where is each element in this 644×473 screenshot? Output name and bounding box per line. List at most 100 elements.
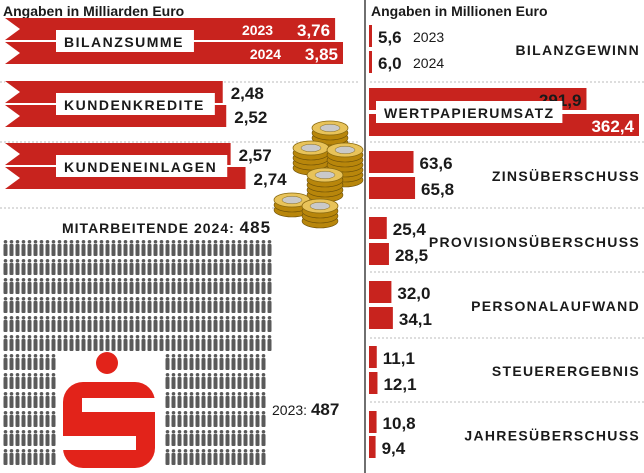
- person-icon: [153, 316, 158, 332]
- person-icon: [171, 316, 176, 332]
- person-icon: [219, 316, 224, 332]
- person-icon: [3, 373, 8, 389]
- person-icon: [63, 240, 68, 256]
- person-icon: [93, 335, 98, 351]
- person-icon: [141, 316, 146, 332]
- person-icon: [105, 278, 110, 294]
- logo-s-cut-top: [82, 398, 155, 412]
- person-icon: [213, 392, 218, 408]
- person-icon: [159, 278, 164, 294]
- employees-2024-text: MITARBEITENDE 2024:: [62, 220, 235, 236]
- person-icon: [225, 278, 230, 294]
- person-icon: [21, 297, 26, 313]
- person-icon: [171, 373, 176, 389]
- bar: [369, 177, 416, 199]
- category-label: PERSONALAUFWAND: [471, 298, 640, 314]
- person-icon: [177, 259, 182, 275]
- person-icon: [189, 335, 194, 351]
- person-icon: [33, 259, 38, 275]
- person-icon: [39, 411, 44, 427]
- person-icon: [219, 449, 224, 465]
- person-icon: [261, 430, 266, 446]
- value-label: 25,4: [393, 220, 427, 239]
- value-label: 6,0: [378, 54, 402, 73]
- person-icon: [255, 316, 260, 332]
- person-icon: [189, 240, 194, 256]
- person-icon: [39, 240, 44, 256]
- person-icon: [69, 240, 74, 256]
- person-icon: [195, 335, 200, 351]
- person-icon: [213, 297, 218, 313]
- year-label: 2023: [242, 22, 273, 38]
- person-icon: [33, 392, 38, 408]
- person-icon: [183, 278, 188, 294]
- person-icon: [213, 354, 218, 370]
- category-label: KUNDENKREDITE: [64, 97, 205, 113]
- person-icon: [183, 449, 188, 465]
- person-icon: [213, 240, 218, 256]
- person-icon: [87, 278, 92, 294]
- person-icon: [231, 316, 236, 332]
- person-icon: [255, 278, 260, 294]
- person-icon: [225, 335, 230, 351]
- person-icon: [189, 259, 194, 275]
- person-icon: [27, 354, 32, 370]
- person-icon: [213, 449, 218, 465]
- person-icon: [183, 354, 188, 370]
- value-label: 28,5: [395, 246, 428, 265]
- person-icon: [249, 373, 254, 389]
- person-icon: [45, 411, 50, 427]
- person-icon: [177, 430, 182, 446]
- person-icon: [147, 240, 152, 256]
- value-label: 3,76: [297, 21, 330, 40]
- person-icon: [21, 278, 26, 294]
- person-icon: [219, 373, 224, 389]
- person-icon: [165, 354, 170, 370]
- person-icon: [87, 259, 92, 275]
- person-icon: [243, 316, 248, 332]
- person-icon: [255, 411, 260, 427]
- person-icon: [9, 373, 14, 389]
- person-icon: [243, 373, 248, 389]
- person-icon: [171, 297, 176, 313]
- person-icon: [207, 411, 212, 427]
- category-label: JAHRESÜBERSCHUSS: [464, 428, 640, 444]
- person-icon: [183, 411, 188, 427]
- person-icon: [27, 373, 32, 389]
- person-icon: [75, 240, 80, 256]
- category-label: STEUERERGEBNIS: [492, 363, 640, 379]
- person-icon: [51, 354, 56, 370]
- person-icon: [255, 240, 260, 256]
- person-icon: [159, 240, 164, 256]
- person-icon: [81, 240, 86, 256]
- value-label: 2,52: [234, 108, 267, 127]
- person-icon: [165, 240, 170, 256]
- person-icon: [255, 449, 260, 465]
- person-icon: [51, 316, 56, 332]
- person-icon: [69, 259, 74, 275]
- person-icon: [195, 278, 200, 294]
- person-icon: [249, 297, 254, 313]
- person-icon: [63, 297, 68, 313]
- person-icon: [237, 316, 242, 332]
- bar: [369, 51, 372, 73]
- person-icon: [135, 297, 140, 313]
- person-icon: [27, 259, 32, 275]
- value-label: 3,85: [305, 45, 338, 64]
- person-icon: [123, 259, 128, 275]
- person-icon: [207, 240, 212, 256]
- employees-2024-value: 485: [239, 218, 272, 237]
- person-icon: [45, 278, 50, 294]
- person-icon: [195, 449, 200, 465]
- person-icon: [51, 259, 56, 275]
- person-icon: [171, 240, 176, 256]
- label-box: [56, 93, 215, 115]
- person-icon: [171, 411, 176, 427]
- person-icon: [207, 430, 212, 446]
- person-icon: [207, 373, 212, 389]
- person-icon: [207, 354, 212, 370]
- person-icon: [165, 392, 170, 408]
- person-icon: [147, 278, 152, 294]
- person-icon: [27, 411, 32, 427]
